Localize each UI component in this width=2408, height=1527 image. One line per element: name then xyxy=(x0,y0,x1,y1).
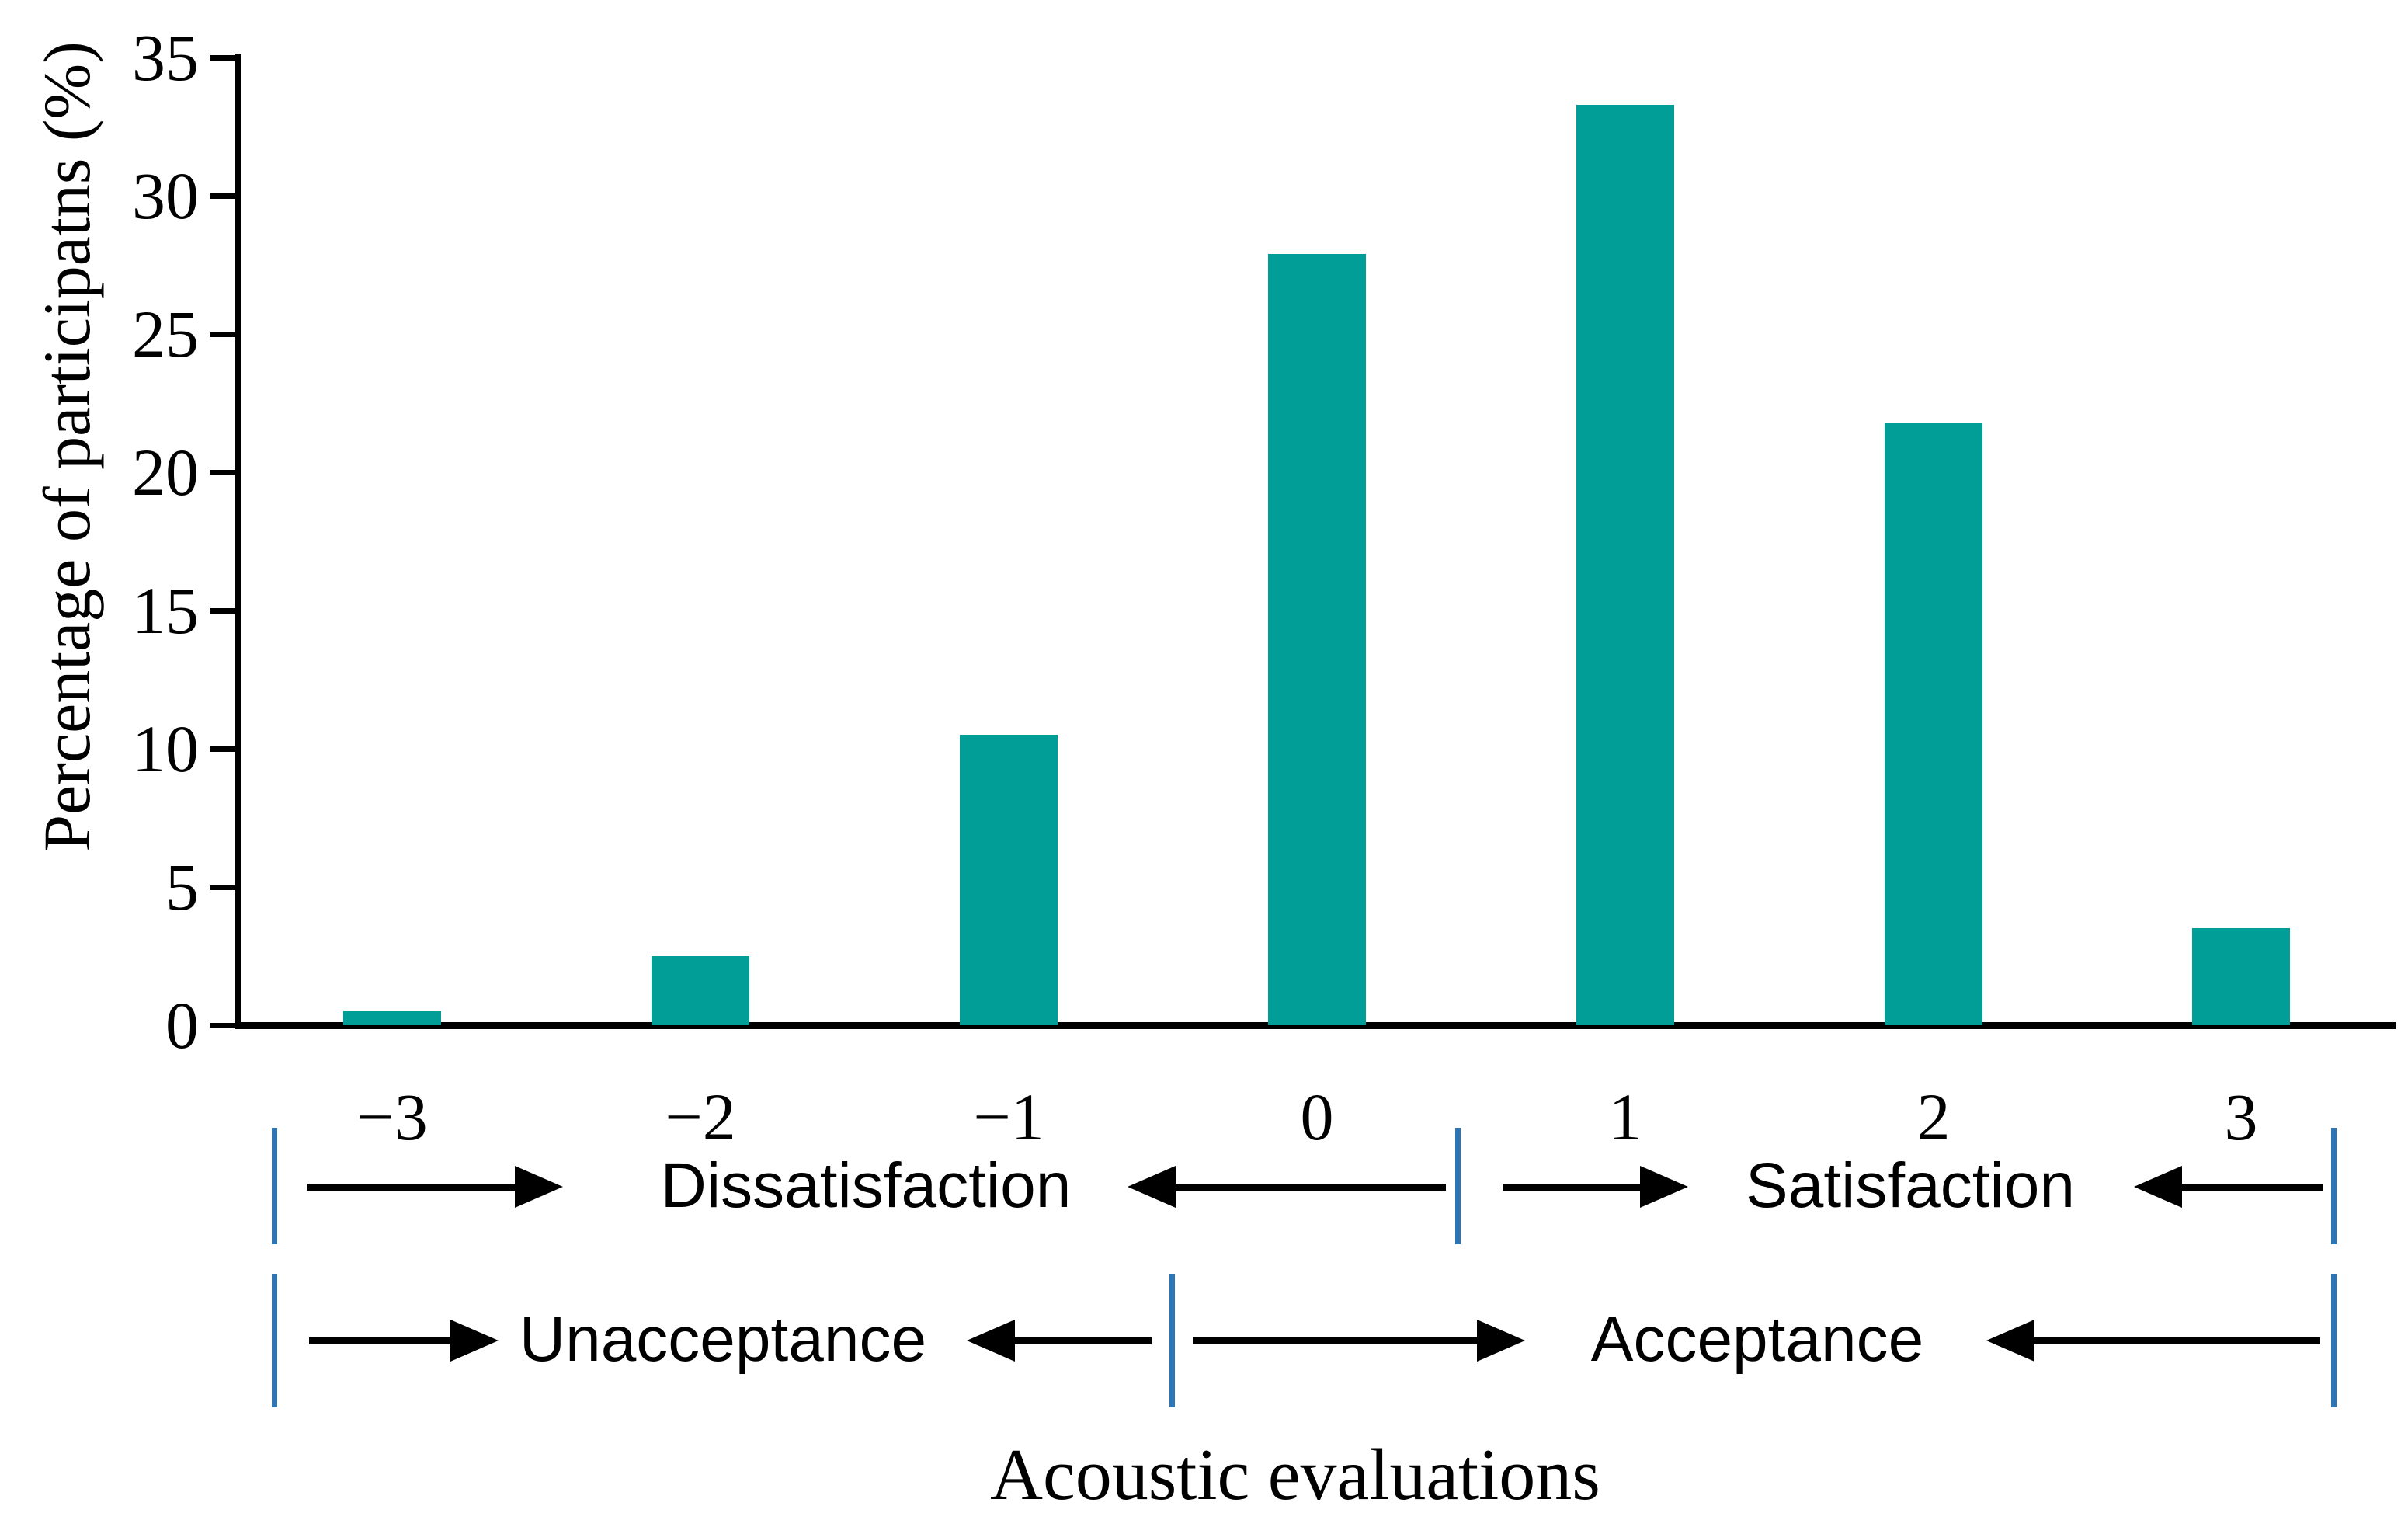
bar xyxy=(1885,423,1982,1025)
x-tick-label: −2 xyxy=(665,1080,736,1154)
scale-divider xyxy=(2331,1274,2337,1407)
scale-divider xyxy=(272,1274,277,1407)
arrow-shaft xyxy=(2182,1184,2323,1191)
y-tick-mark xyxy=(210,746,235,752)
arrow-shaft xyxy=(1503,1184,1640,1191)
satisfaction-label: Satisfaction xyxy=(1746,1150,2075,1221)
y-tick-label: 35 xyxy=(132,20,199,95)
scale-divider xyxy=(1455,1128,1461,1244)
y-tick-label: 5 xyxy=(165,850,199,924)
arrow-shaft xyxy=(1176,1184,1446,1191)
bar xyxy=(1576,105,1674,1025)
bar xyxy=(1268,254,1366,1025)
arrow-left-icon xyxy=(1128,1166,1176,1208)
bar xyxy=(652,956,749,1025)
y-tick-mark xyxy=(210,470,235,475)
bar xyxy=(2192,928,2290,1025)
y-tick-mark xyxy=(210,332,235,337)
y-axis-line xyxy=(235,54,241,1028)
x-tick-label: 3 xyxy=(2224,1080,2258,1154)
scale-divider xyxy=(2331,1128,2337,1244)
arrow-right-icon xyxy=(1477,1320,1525,1362)
x-axis-title: Acoustic evaluations xyxy=(990,1435,1600,1515)
y-tick-mark xyxy=(210,55,235,61)
y-tick-label: 0 xyxy=(165,988,199,1063)
y-tick-label: 20 xyxy=(132,435,199,510)
y-tick-mark xyxy=(210,608,235,614)
arrow-left-icon xyxy=(2134,1166,2182,1208)
arrow-shaft xyxy=(2034,1337,2320,1344)
arrow-right-icon xyxy=(450,1320,499,1362)
y-tick-mark xyxy=(210,885,235,890)
arrow-shaft xyxy=(309,1337,450,1344)
y-tick-mark xyxy=(210,1023,235,1028)
x-tick-label: 2 xyxy=(1916,1080,1951,1154)
y-tick-label: 25 xyxy=(132,297,199,371)
scale-divider xyxy=(1169,1274,1175,1407)
bar xyxy=(960,735,1058,1025)
arrow-shaft xyxy=(1015,1337,1152,1344)
arrow-shaft xyxy=(1193,1337,1477,1344)
arrow-right-icon xyxy=(515,1166,563,1208)
y-tick-label: 10 xyxy=(132,711,199,786)
acceptance-label: Acceptance xyxy=(1590,1304,1924,1375)
x-tick-label: −3 xyxy=(356,1080,428,1154)
x-tick-label: 1 xyxy=(1608,1080,1642,1154)
x-tick-label: −1 xyxy=(973,1080,1044,1154)
x-axis-line xyxy=(235,1022,2396,1029)
y-tick-mark xyxy=(210,193,235,199)
y-tick-label: 30 xyxy=(132,158,199,233)
y-tick-label: 15 xyxy=(132,573,199,648)
x-tick-label: 0 xyxy=(1300,1080,1334,1154)
dissatisfaction-label: Dissatisfaction xyxy=(660,1150,1072,1221)
scale-divider xyxy=(272,1128,277,1244)
unacceptance-label: Unacceptance xyxy=(519,1304,927,1375)
bar xyxy=(343,1011,441,1025)
arrow-left-icon xyxy=(967,1320,1015,1362)
arrow-right-icon xyxy=(1640,1166,1688,1208)
arrow-left-icon xyxy=(1986,1320,2034,1362)
arrow-shaft xyxy=(307,1184,515,1191)
